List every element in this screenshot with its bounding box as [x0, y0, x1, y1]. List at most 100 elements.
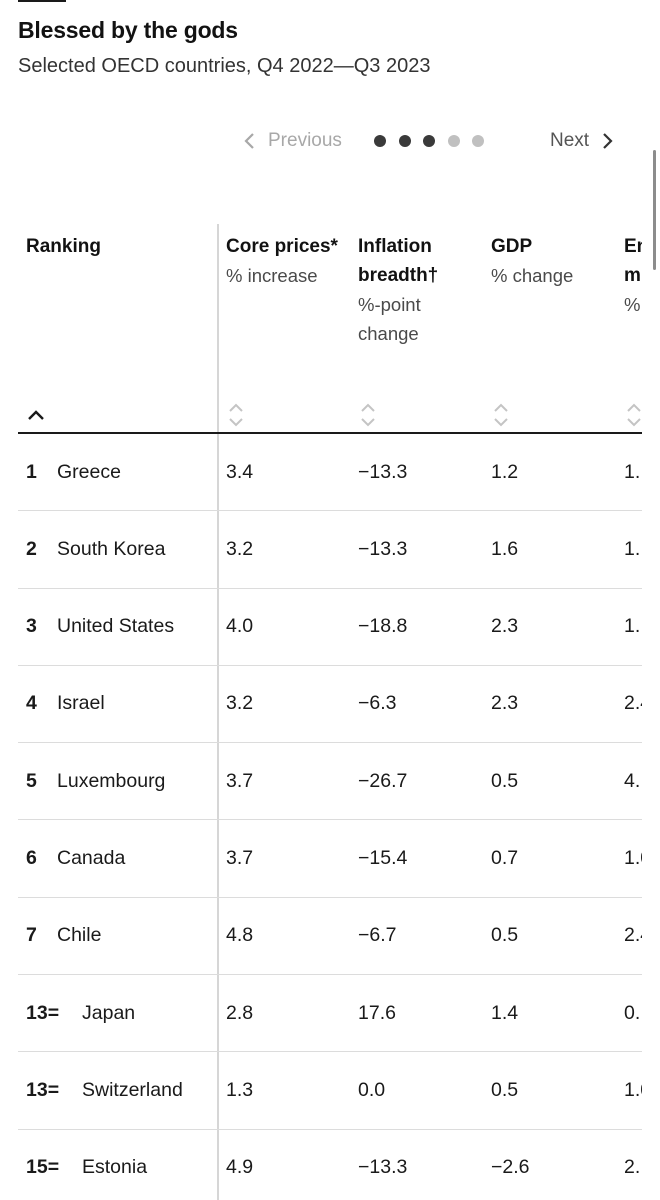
inflation-breadth-cell: −13.3 — [358, 460, 408, 483]
sort-updown-icon[interactable] — [491, 400, 511, 430]
employment-cell: 1.0 — [624, 846, 642, 869]
employment-cell: 2.4 — [624, 924, 642, 947]
table-row[interactable]: 1 Greece 3.4 −13.3 1.2 1. — [18, 434, 642, 512]
previous-label: Previous — [268, 130, 342, 151]
header-gdp-unit: % change — [491, 265, 574, 286]
sort-updown-icon[interactable] — [226, 400, 246, 430]
header-gdp: GDP % change — [491, 232, 573, 290]
page-dot-2[interactable] — [398, 135, 411, 147]
country-cell: Switzerland — [82, 1078, 183, 1101]
gdp-cell: 1.6 — [491, 537, 519, 560]
country-cell: Chile — [57, 924, 102, 947]
gdp-cell: 0.5 — [491, 924, 519, 947]
page-dot-4[interactable] — [447, 135, 460, 147]
table-row[interactable]: 13= Japan 2.8 17.6 1.4 0.: — [18, 975, 642, 1053]
gdp-cell: 2.3 — [491, 615, 519, 638]
header-employment-label-line1: En — [624, 236, 642, 257]
table-row[interactable]: 13= Switzerland 1.3 0.0 0.5 1.0 — [18, 1052, 642, 1130]
employment-cell: 1. — [624, 460, 641, 483]
core-prices-cell: 4.8 — [226, 924, 254, 947]
header-core-prices: Core prices* % increase — [226, 232, 338, 290]
sort-updown-icon[interactable] — [624, 400, 642, 430]
table-row[interactable]: 7 Chile 4.8 −6.7 0.5 2.4 — [18, 898, 642, 976]
sort-updown-icon[interactable] — [358, 400, 378, 430]
rank-cell: 13= — [26, 1001, 60, 1024]
chevron-up-icon[interactable] — [26, 400, 46, 430]
gdp-cell: 0.5 — [491, 1078, 519, 1101]
page-subtitle: Selected OECD countries, Q4 2022—Q3 2023 — [18, 55, 431, 77]
page-dot-3[interactable] — [423, 135, 435, 147]
table-header: Ranking Core prices* % increase Inflatio… — [18, 224, 642, 433]
rank-cell: 4 — [26, 692, 37, 715]
country-cell: Japan — [82, 1001, 136, 1024]
page-dot-1[interactable] — [374, 135, 386, 147]
table-row[interactable]: 15= Estonia 4.9 −13.3 −2.6 2.: — [18, 1130, 642, 1200]
previous-button[interactable]: Previous — [242, 126, 342, 156]
chevron-right-icon — [603, 133, 613, 149]
gdp-cell: −2.6 — [491, 1156, 530, 1179]
header-employment-unit: % — [624, 294, 641, 315]
table-row[interactable]: 4 Israel 3.2 −6.3 2.3 2.4 — [18, 666, 642, 744]
gdp-cell: 1.4 — [491, 1001, 519, 1024]
data-table: Ranking Core prices* % increase Inflatio… — [18, 224, 642, 1200]
gdp-cell: 0.5 — [491, 769, 519, 792]
employment-cell: 2.4 — [624, 692, 642, 715]
inflation-breadth-cell: 17.6 — [358, 1001, 396, 1024]
header-ranking: Ranking — [26, 232, 101, 261]
country-cell: Luxembourg — [57, 769, 166, 792]
inflation-breadth-cell: 0.0 — [358, 1078, 386, 1101]
inflation-breadth-cell: −13.3 — [358, 537, 408, 560]
inflation-breadth-cell: −6.7 — [358, 924, 397, 947]
header-gdp-label: GDP — [491, 236, 533, 257]
inflation-breadth-cell: −26.7 — [358, 769, 408, 792]
rank-cell: 2 — [26, 537, 37, 560]
core-prices-cell: 3.7 — [226, 846, 254, 869]
pager: Previous Next — [0, 126, 660, 156]
table-row[interactable]: 5 Luxembourg 3.7 −26.7 0.5 4. — [18, 743, 642, 821]
gdp-cell: 2.3 — [491, 692, 519, 715]
inflation-breadth-cell: −6.3 — [358, 692, 397, 715]
core-prices-cell: 3.2 — [226, 692, 254, 715]
rank-cell: 6 — [26, 846, 37, 869]
header-ranking-label: Ranking — [26, 236, 101, 257]
table-body: 1 Greece 3.4 −13.3 1.2 1. 2 South Korea … — [18, 434, 642, 1200]
table-row[interactable]: 6 Canada 3.7 −15.4 0.7 1.0 — [18, 820, 642, 898]
country-cell: Canada — [57, 846, 126, 869]
table-row[interactable]: 2 South Korea 3.2 −13.3 1.6 1. — [18, 511, 642, 589]
header-core-prices-label: Core prices* — [226, 236, 338, 257]
next-button[interactable]: Next — [550, 126, 615, 156]
gdp-cell: 1.2 — [491, 460, 519, 483]
rank-cell: 3 — [26, 615, 37, 638]
core-prices-cell: 3.4 — [226, 460, 254, 483]
country-cell: Israel — [57, 692, 105, 715]
employment-cell: 1. — [624, 537, 641, 560]
scrollbar[interactable] — [653, 150, 656, 270]
rank-cell: 13= — [26, 1078, 60, 1101]
header-inflation-label-line2: breadth† — [358, 265, 439, 286]
header-employment-label-line2: m — [624, 265, 641, 286]
country-cell: Greece — [57, 460, 121, 483]
table-row[interactable]: 3 United States 4.0 −18.8 2.3 1.: — [18, 589, 642, 666]
core-prices-cell: 1.3 — [226, 1078, 254, 1101]
employment-cell: 2.: — [624, 1156, 642, 1179]
rank-cell: 5 — [26, 769, 37, 792]
header-inflation-label-line1: Inflation — [358, 236, 432, 257]
country-cell: South Korea — [57, 537, 166, 560]
inflation-breadth-cell: −13.3 — [358, 1156, 408, 1179]
employment-cell: 0.: — [624, 1001, 642, 1024]
core-prices-cell: 3.7 — [226, 769, 254, 792]
page-dot-5[interactable] — [472, 135, 484, 147]
employment-cell: 1.: — [624, 615, 642, 638]
country-cell: Estonia — [82, 1156, 148, 1179]
header-core-prices-unit: % increase — [226, 265, 318, 286]
core-prices-cell: 4.9 — [226, 1156, 254, 1179]
gdp-cell: 0.7 — [491, 846, 519, 869]
header-inflation-breadth: Inflation breadth† %-point change — [358, 232, 438, 348]
header-employment: En m % — [624, 232, 642, 319]
core-prices-cell: 4.0 — [226, 615, 254, 638]
core-prices-cell: 2.8 — [226, 1001, 254, 1024]
header-divider — [18, 432, 642, 434]
country-cell: United States — [57, 615, 175, 638]
header-inflation-unit-line2: change — [358, 323, 419, 344]
rank-cell: 7 — [26, 924, 37, 947]
